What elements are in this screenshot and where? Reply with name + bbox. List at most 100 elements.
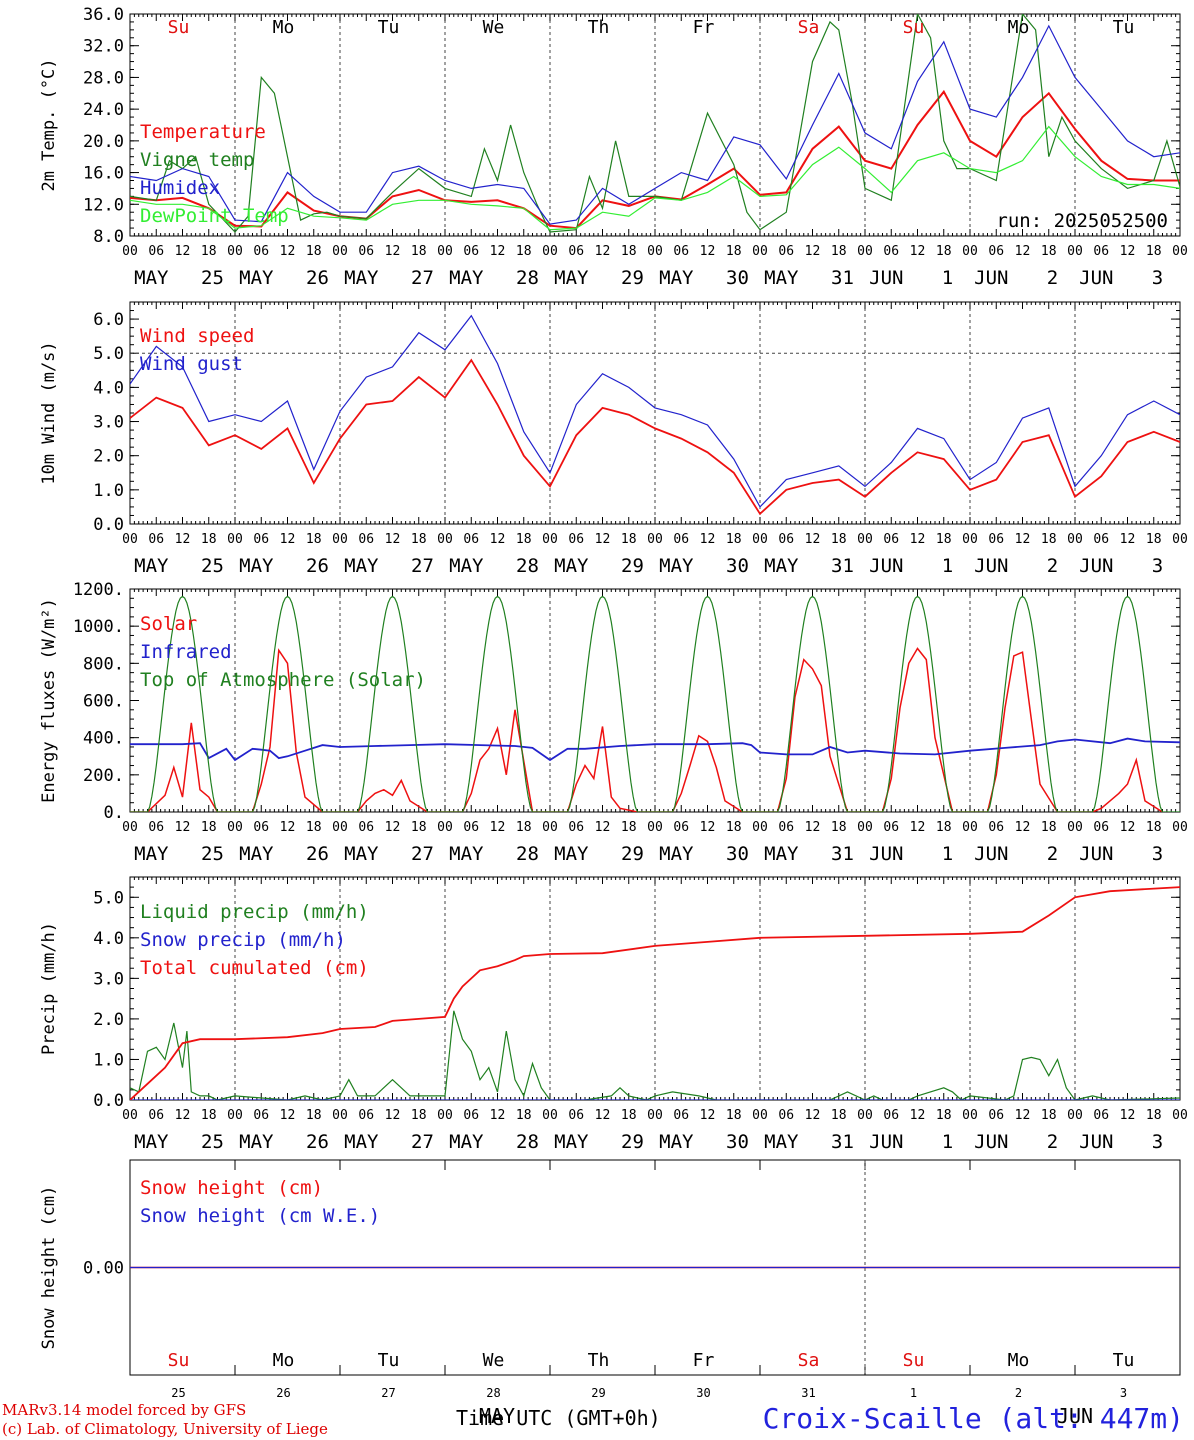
series-infrared — [130, 737, 1180, 762]
x-hour-label: 00 — [857, 532, 873, 547]
x-hour-label: 12 — [1120, 244, 1136, 259]
x-date-month: JUN — [869, 843, 903, 865]
x-hour-label: 18 — [201, 1108, 217, 1123]
x-hour-label: 00 — [227, 820, 243, 835]
x-hour-label: 18 — [411, 1108, 427, 1123]
x-date-month: MAY — [134, 1131, 169, 1153]
x-hour-label: 06 — [148, 1108, 164, 1123]
x-hour-label: 18 — [831, 532, 847, 547]
x-hour-label: 12 — [385, 820, 401, 835]
x-date-day: 26 — [306, 843, 329, 865]
x-hour-label: 06 — [883, 244, 899, 259]
x-hour-label: 18 — [621, 820, 637, 835]
x-date-day: 29 — [621, 1131, 644, 1153]
series-wind-gust — [130, 314, 1180, 508]
x-hour-label: 18 — [516, 820, 532, 835]
x-date-month: MAY — [659, 555, 694, 577]
x-hour-label: 18 — [411, 532, 427, 547]
run-label: run: 2025052500 — [996, 210, 1168, 232]
x-hour-label: 18 — [936, 532, 952, 547]
x-date-month: JUN — [1079, 267, 1113, 289]
x-hour-label: 00 — [332, 532, 348, 547]
x-hour-label: 06 — [988, 244, 1004, 259]
y-tick-label: 4.0 — [93, 929, 124, 949]
series-dewpoint-temp — [130, 125, 1180, 231]
x-hour-label: 00 — [752, 820, 768, 835]
x-hour-label: 12 — [595, 532, 611, 547]
x-date-day: 29 — [621, 555, 644, 577]
x-hour-label: 12 — [700, 820, 716, 835]
x-hour-label: 18 — [726, 244, 742, 259]
y-tick-label: 24.0 — [83, 100, 124, 120]
x-hour-label: 00 — [857, 244, 873, 259]
station-name: Croix-Scaille (alt: 447m) — [762, 1402, 1184, 1435]
day-abbr: Mo — [1008, 17, 1030, 38]
x-hour-label: 06 — [673, 532, 689, 547]
x-hour-label: 06 — [778, 244, 794, 259]
y-axis-label: Snow height (cm) — [39, 1186, 59, 1350]
y-tick-label: 200. — [83, 766, 124, 786]
y-tick-label: 5.0 — [93, 888, 124, 908]
x-hour-label: 18 — [306, 532, 322, 547]
x-hour-label: 00 — [647, 532, 663, 547]
x-hour-label: 12 — [595, 820, 611, 835]
x-date-day: 3 — [1152, 267, 1163, 289]
x-date-month: MAY — [449, 267, 484, 289]
x-hour-label: 18 — [1041, 820, 1057, 835]
x-date-day: 28 — [516, 843, 539, 865]
time-axis-title: Time UTC (GMT+0h) — [456, 1406, 661, 1430]
x-hour-label: 00 — [647, 244, 663, 259]
x-hour-label: 00 — [962, 1108, 978, 1123]
x-hour-label: 18 — [201, 820, 217, 835]
x-date-month: JUN — [869, 267, 903, 289]
day-number: 31 — [801, 1386, 815, 1400]
x-hour-label: 18 — [1146, 820, 1162, 835]
x-hour-label: 12 — [175, 244, 191, 259]
x-hour-label: 06 — [883, 820, 899, 835]
x-hour-label: 12 — [805, 1108, 821, 1123]
x-date-day: 25 — [201, 843, 224, 865]
x-hour-label: 18 — [1146, 244, 1162, 259]
x-hour-label: 18 — [1041, 532, 1057, 547]
x-hour-label: 06 — [673, 820, 689, 835]
x-date-month: MAY — [449, 1131, 484, 1153]
y-tick-label: 0. — [104, 803, 124, 823]
x-date-day: 1 — [942, 843, 953, 865]
day-abbr: Tu — [378, 17, 400, 38]
y-tick-label: 2.0 — [93, 447, 124, 467]
x-hour-label: 18 — [1146, 532, 1162, 547]
day-abbr: Tu — [378, 1350, 400, 1371]
x-hour-label: 06 — [1093, 820, 1109, 835]
x-date-day: 2 — [1047, 267, 1058, 289]
x-hour-label: 18 — [306, 820, 322, 835]
x-date-month: MAY — [344, 267, 379, 289]
x-hour-label: 18 — [306, 1108, 322, 1123]
x-hour-label: 06 — [358, 244, 374, 259]
x-hour-label: 00 — [647, 1108, 663, 1123]
x-date-month: MAY — [344, 555, 379, 577]
day-abbr: Th — [588, 17, 610, 38]
x-hour-label: 06 — [148, 532, 164, 547]
x-hour-label: 00 — [1067, 244, 1083, 259]
panel-snow: 0.00 Snow height (cm) Snow height (cm) Snow… — [39, 1159, 1181, 1428]
x-hour-label: 06 — [358, 1108, 374, 1123]
x-hour-label: 00 — [122, 820, 138, 835]
x-date-month: MAY — [134, 555, 169, 577]
x-hour-label: 06 — [988, 820, 1004, 835]
x-date-month: JUN — [974, 267, 1008, 289]
y-tick-label: 1200. — [73, 580, 124, 600]
y-tick-label: 600. — [83, 692, 124, 712]
x-hour-label: 00 — [122, 532, 138, 547]
x-date-day: 30 — [726, 267, 749, 289]
x-date-month: MAY — [239, 1131, 274, 1153]
y-tick-label: 32.0 — [83, 37, 124, 57]
day-abbr: Su — [168, 1350, 190, 1371]
y-tick-label: 1.0 — [93, 1050, 124, 1070]
y-axis-label: 10m Wind (m/s) — [39, 341, 59, 484]
x-hour-label: 12 — [700, 244, 716, 259]
x-date-month: JUN — [869, 555, 903, 577]
x-hour-label: 12 — [175, 532, 191, 547]
x-hour-label: 00 — [437, 244, 453, 259]
x-date-day: 25 — [201, 267, 224, 289]
